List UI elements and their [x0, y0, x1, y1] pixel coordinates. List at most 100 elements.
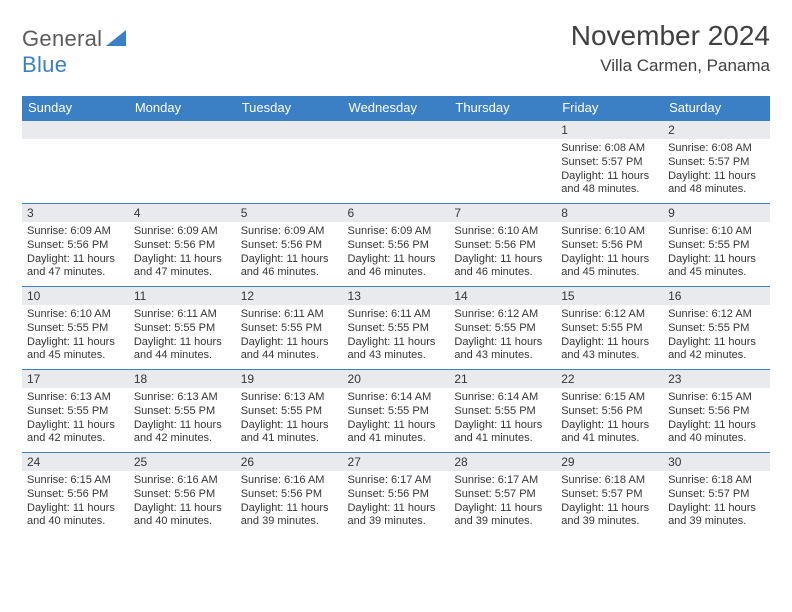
sunrise-line: Sunrise: 6:15 AM	[27, 474, 124, 488]
day-number: 26	[236, 453, 343, 471]
day-detail: Sunrise: 6:18 AMSunset: 5:57 PMDaylight:…	[663, 471, 770, 535]
daylight-line: Daylight: 11 hours and 47 minutes.	[134, 253, 231, 281]
calendar-day-cell: 12Sunrise: 6:11 AMSunset: 5:55 PMDayligh…	[236, 287, 343, 370]
calendar-day-cell: 4Sunrise: 6:09 AMSunset: 5:56 PMDaylight…	[129, 204, 236, 287]
calendar-day-cell: 19Sunrise: 6:13 AMSunset: 5:55 PMDayligh…	[236, 370, 343, 453]
day-detail: Sunrise: 6:11 AMSunset: 5:55 PMDaylight:…	[343, 305, 450, 369]
sunset-line: Sunset: 5:55 PM	[27, 322, 124, 336]
calendar-day-cell: 11Sunrise: 6:11 AMSunset: 5:55 PMDayligh…	[129, 287, 236, 370]
sunrise-line: Sunrise: 6:16 AM	[134, 474, 231, 488]
sunset-line: Sunset: 5:55 PM	[348, 405, 445, 419]
calendar-day-cell: 3Sunrise: 6:09 AMSunset: 5:56 PMDaylight…	[22, 204, 129, 287]
weekday-header: Wednesday	[343, 96, 450, 120]
day-detail: Sunrise: 6:08 AMSunset: 5:57 PMDaylight:…	[663, 139, 770, 203]
calendar-day-cell: 26Sunrise: 6:16 AMSunset: 5:56 PMDayligh…	[236, 453, 343, 536]
daylight-line: Daylight: 11 hours and 47 minutes.	[27, 253, 124, 281]
header-row: General Blue November 2024 Villa Carmen,…	[22, 20, 770, 78]
day-detail: Sunrise: 6:12 AMSunset: 5:55 PMDaylight:…	[449, 305, 556, 369]
day-number: 27	[343, 453, 450, 471]
day-detail: Sunrise: 6:14 AMSunset: 5:55 PMDaylight:…	[343, 388, 450, 452]
sunset-line: Sunset: 5:57 PM	[668, 488, 765, 502]
day-number: 1	[556, 121, 663, 139]
daylight-line: Daylight: 11 hours and 39 minutes.	[241, 502, 338, 530]
calendar-day-cell	[22, 120, 129, 204]
daylight-line: Daylight: 11 hours and 43 minutes.	[454, 336, 551, 364]
sunrise-line: Sunrise: 6:18 AM	[561, 474, 658, 488]
sunrise-line: Sunrise: 6:11 AM	[348, 308, 445, 322]
calendar-day-cell: 1Sunrise: 6:08 AMSunset: 5:57 PMDaylight…	[556, 120, 663, 204]
day-number: 3	[22, 204, 129, 222]
day-number: 30	[663, 453, 770, 471]
sunrise-line: Sunrise: 6:14 AM	[454, 391, 551, 405]
calendar-day-cell: 13Sunrise: 6:11 AMSunset: 5:55 PMDayligh…	[343, 287, 450, 370]
sunset-line: Sunset: 5:56 PM	[27, 239, 124, 253]
day-detail: Sunrise: 6:10 AMSunset: 5:56 PMDaylight:…	[556, 222, 663, 286]
sunrise-line: Sunrise: 6:15 AM	[668, 391, 765, 405]
sunset-line: Sunset: 5:57 PM	[668, 156, 765, 170]
daylight-line: Daylight: 11 hours and 43 minutes.	[561, 336, 658, 364]
day-detail: Sunrise: 6:16 AMSunset: 5:56 PMDaylight:…	[129, 471, 236, 535]
sunrise-line: Sunrise: 6:11 AM	[134, 308, 231, 322]
day-number	[449, 121, 556, 139]
calendar-day-cell: 9Sunrise: 6:10 AMSunset: 5:55 PMDaylight…	[663, 204, 770, 287]
calendar-day-cell: 27Sunrise: 6:17 AMSunset: 5:56 PMDayligh…	[343, 453, 450, 536]
day-detail: Sunrise: 6:12 AMSunset: 5:55 PMDaylight:…	[556, 305, 663, 369]
sunrise-line: Sunrise: 6:09 AM	[27, 225, 124, 239]
calendar-day-cell: 21Sunrise: 6:14 AMSunset: 5:55 PMDayligh…	[449, 370, 556, 453]
calendar-day-cell	[236, 120, 343, 204]
daylight-line: Daylight: 11 hours and 42 minutes.	[27, 419, 124, 447]
calendar-day-cell: 7Sunrise: 6:10 AMSunset: 5:56 PMDaylight…	[449, 204, 556, 287]
day-number: 4	[129, 204, 236, 222]
sunrise-line: Sunrise: 6:10 AM	[454, 225, 551, 239]
day-number: 19	[236, 370, 343, 388]
day-detail: Sunrise: 6:09 AMSunset: 5:56 PMDaylight:…	[22, 222, 129, 286]
calendar-page: General Blue November 2024 Villa Carmen,…	[0, 0, 792, 545]
day-number: 7	[449, 204, 556, 222]
daylight-line: Daylight: 11 hours and 46 minutes.	[454, 253, 551, 281]
sunset-line: Sunset: 5:56 PM	[561, 239, 658, 253]
calendar-day-cell: 15Sunrise: 6:12 AMSunset: 5:55 PMDayligh…	[556, 287, 663, 370]
calendar-day-cell: 20Sunrise: 6:14 AMSunset: 5:55 PMDayligh…	[343, 370, 450, 453]
daylight-line: Daylight: 11 hours and 45 minutes.	[27, 336, 124, 364]
weekday-header: Monday	[129, 96, 236, 120]
sunset-line: Sunset: 5:55 PM	[454, 322, 551, 336]
sunrise-line: Sunrise: 6:14 AM	[348, 391, 445, 405]
calendar-day-cell: 16Sunrise: 6:12 AMSunset: 5:55 PMDayligh…	[663, 287, 770, 370]
day-detail: Sunrise: 6:13 AMSunset: 5:55 PMDaylight:…	[22, 388, 129, 452]
daylight-line: Daylight: 11 hours and 44 minutes.	[241, 336, 338, 364]
title-block: November 2024 Villa Carmen, Panama	[571, 20, 770, 76]
title-month: November 2024	[571, 20, 770, 52]
daylight-line: Daylight: 11 hours and 39 minutes.	[561, 502, 658, 530]
calendar-day-cell: 5Sunrise: 6:09 AMSunset: 5:56 PMDaylight…	[236, 204, 343, 287]
day-detail: Sunrise: 6:09 AMSunset: 5:56 PMDaylight:…	[343, 222, 450, 286]
sunrise-line: Sunrise: 6:09 AM	[134, 225, 231, 239]
daylight-line: Daylight: 11 hours and 41 minutes.	[561, 419, 658, 447]
day-detail: Sunrise: 6:15 AMSunset: 5:56 PMDaylight:…	[663, 388, 770, 452]
sunrise-line: Sunrise: 6:11 AM	[241, 308, 338, 322]
sunrise-line: Sunrise: 6:12 AM	[454, 308, 551, 322]
day-number: 6	[343, 204, 450, 222]
day-detail: Sunrise: 6:10 AMSunset: 5:56 PMDaylight:…	[449, 222, 556, 286]
day-detail: Sunrise: 6:18 AMSunset: 5:57 PMDaylight:…	[556, 471, 663, 535]
sunrise-line: Sunrise: 6:10 AM	[561, 225, 658, 239]
daylight-line: Daylight: 11 hours and 48 minutes.	[561, 170, 658, 198]
day-number: 24	[22, 453, 129, 471]
sunset-line: Sunset: 5:55 PM	[134, 322, 231, 336]
sunset-line: Sunset: 5:56 PM	[241, 239, 338, 253]
daylight-line: Daylight: 11 hours and 40 minutes.	[134, 502, 231, 530]
day-number: 13	[343, 287, 450, 305]
day-detail: Sunrise: 6:15 AMSunset: 5:56 PMDaylight:…	[22, 471, 129, 535]
daylight-line: Daylight: 11 hours and 41 minutes.	[454, 419, 551, 447]
calendar-week-row: 3Sunrise: 6:09 AMSunset: 5:56 PMDaylight…	[22, 204, 770, 287]
title-location: Villa Carmen, Panama	[571, 56, 770, 76]
day-detail: Sunrise: 6:10 AMSunset: 5:55 PMDaylight:…	[22, 305, 129, 369]
daylight-line: Daylight: 11 hours and 41 minutes.	[348, 419, 445, 447]
day-number: 17	[22, 370, 129, 388]
day-number: 12	[236, 287, 343, 305]
day-number: 2	[663, 121, 770, 139]
day-number	[236, 121, 343, 139]
sunset-line: Sunset: 5:56 PM	[561, 405, 658, 419]
day-number: 5	[236, 204, 343, 222]
sunset-line: Sunset: 5:56 PM	[348, 239, 445, 253]
day-number	[343, 121, 450, 139]
